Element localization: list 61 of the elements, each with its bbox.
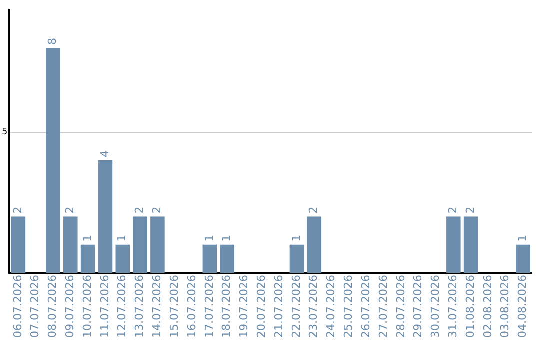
x-tick-label: 27.07.2026 — [376, 275, 390, 338]
x-tick-label: 03.08.2026 — [498, 275, 512, 338]
data-label: 2 — [307, 206, 320, 214]
x-tick-label: 15.07.2026 — [168, 275, 181, 338]
data-label: 1 — [220, 234, 234, 242]
x-tick-label: 23.07.2026 — [307, 275, 320, 338]
bar — [464, 216, 478, 274]
x-tick-label: 24.07.2026 — [324, 275, 338, 338]
x-tick-label: 13.07.2026 — [133, 275, 146, 338]
x-tick-label: 20.07.2026 — [255, 275, 268, 338]
x-tick-label: 30.07.2026 — [429, 275, 442, 338]
x-tick-label: 14.07.2026 — [150, 275, 164, 338]
x-tick-label: 26.07.2026 — [359, 275, 372, 338]
x-tick-label: 11.07.2026 — [98, 275, 112, 338]
x-tick-label: 31.07.2026 — [446, 275, 460, 338]
x-tick-label: 21.07.2026 — [272, 275, 286, 338]
bar — [64, 216, 78, 274]
x-tick-label: 01.08.2026 — [464, 275, 477, 338]
x-tick-label: 28.07.2026 — [394, 275, 408, 338]
x-tick-label: 18.07.2026 — [220, 275, 234, 338]
x-tick-label: 16.07.2026 — [185, 275, 198, 338]
data-label: 1 — [80, 234, 94, 242]
bar — [446, 216, 461, 274]
bar — [133, 216, 148, 274]
bar — [307, 216, 322, 274]
x-tick-label: 02.08.2026 — [481, 275, 494, 338]
x-tick-label: 06.07.2026 — [11, 275, 24, 338]
x-tick-label: 19.07.2026 — [238, 275, 251, 338]
bar — [46, 48, 60, 274]
x-tick-label: 08.07.2026 — [46, 275, 60, 338]
bar — [98, 160, 113, 274]
bar — [290, 244, 304, 274]
x-tick-label: 29.07.2026 — [412, 275, 425, 338]
data-label: 4 — [98, 150, 112, 158]
bar — [202, 244, 218, 274]
data-label: 2 — [133, 206, 146, 214]
data-label: 1 — [516, 234, 530, 242]
x-tick-label: 07.07.2026 — [28, 275, 42, 338]
y-tick-label: 5 — [2, 128, 8, 138]
x-tick-label: 10.07.2026 — [80, 275, 94, 338]
data-label: 2 — [446, 206, 460, 214]
bar — [516, 244, 530, 274]
bar — [11, 216, 26, 274]
x-tick-label: 17.07.2026 — [202, 275, 216, 338]
data-label: 1 — [202, 234, 216, 242]
bar — [150, 216, 165, 274]
data-label: 8 — [46, 38, 60, 45]
data-label: 1 — [290, 234, 303, 242]
x-tick-label: 12.07.2026 — [116, 275, 129, 338]
data-label: 2 — [464, 206, 477, 214]
bar — [80, 244, 96, 274]
x-tick-label: 09.07.2026 — [64, 275, 77, 338]
data-label: 1 — [116, 234, 129, 242]
bar — [220, 244, 234, 274]
bar — [116, 244, 130, 274]
x-tick-label: 04.08.2026 — [516, 275, 530, 338]
data-label: 2 — [150, 206, 164, 214]
data-label: 2 — [64, 206, 77, 214]
data-label: 2 — [11, 206, 24, 214]
x-tick-label: 25.07.2026 — [342, 275, 356, 338]
x-tick-label: 22.07.2026 — [290, 275, 303, 338]
